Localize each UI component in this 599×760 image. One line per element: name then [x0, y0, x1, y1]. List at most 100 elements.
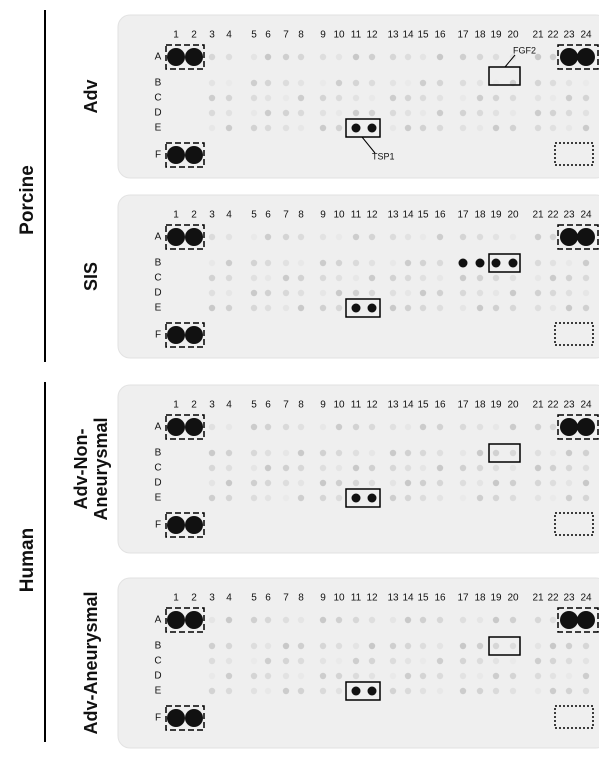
- spot: [420, 450, 426, 456]
- column-number: 20: [507, 400, 519, 411]
- column-number: 8: [298, 400, 304, 411]
- spot: [265, 234, 271, 240]
- column-number: 11: [351, 400, 362, 411]
- spot: [353, 673, 359, 679]
- spot: [226, 450, 232, 456]
- spot: [265, 450, 271, 456]
- spot: [493, 450, 499, 456]
- spot: [226, 290, 232, 296]
- spot: [265, 260, 271, 266]
- spot: [390, 54, 396, 60]
- spot: [460, 495, 466, 501]
- spot: [550, 95, 556, 101]
- spot: [336, 495, 342, 501]
- spot: [298, 643, 304, 649]
- column-number: 5: [251, 593, 257, 604]
- column-number: 5: [251, 400, 257, 411]
- spot: [251, 54, 257, 60]
- spot: [460, 110, 466, 116]
- spot: [283, 110, 289, 116]
- column-number: 23: [563, 400, 575, 411]
- spot: [265, 465, 271, 471]
- spot: [560, 611, 578, 629]
- spot: [493, 495, 499, 501]
- column-number: 10: [333, 400, 345, 411]
- spot: [390, 290, 396, 296]
- spot: [320, 643, 326, 649]
- spot: [405, 305, 411, 311]
- spot: [477, 54, 483, 60]
- spot: [336, 424, 342, 430]
- spot: [510, 465, 516, 471]
- spot: [510, 480, 516, 486]
- column-number: 3: [209, 30, 215, 41]
- spot: [550, 80, 556, 86]
- spot: [460, 305, 466, 311]
- spot: [368, 124, 377, 133]
- spot: [477, 290, 483, 296]
- spot: [437, 424, 443, 430]
- spot: [298, 305, 304, 311]
- spot: [566, 290, 572, 296]
- spot: [369, 450, 375, 456]
- spot: [185, 48, 203, 66]
- spot: [405, 495, 411, 501]
- column-number: 16: [434, 593, 446, 604]
- spot: [577, 611, 595, 629]
- spot: [493, 110, 499, 116]
- spot: [265, 424, 271, 430]
- spot: [460, 234, 466, 240]
- spot: [460, 617, 466, 623]
- column-number: 10: [333, 30, 345, 41]
- spot: [420, 465, 426, 471]
- spot: [226, 260, 232, 266]
- spot: [583, 643, 589, 649]
- spot: [550, 643, 556, 649]
- column-number: 4: [226, 400, 232, 411]
- column-number: 15: [417, 210, 429, 221]
- spot: [283, 424, 289, 430]
- spot: [298, 450, 304, 456]
- spot: [226, 688, 232, 694]
- spot: [353, 424, 359, 430]
- spot: [437, 260, 443, 266]
- spot: [550, 110, 556, 116]
- column-number: 10: [333, 593, 345, 604]
- spot: [209, 110, 215, 116]
- spot: [583, 275, 589, 281]
- spot: [493, 617, 499, 623]
- spot: [265, 688, 271, 694]
- spot: [477, 617, 483, 623]
- spot: [185, 709, 203, 727]
- spot: [390, 95, 396, 101]
- spot: [493, 54, 499, 60]
- spot: [510, 234, 516, 240]
- spot: [510, 673, 516, 679]
- spot: [369, 275, 375, 281]
- column-number: 21: [532, 400, 544, 411]
- spot: [477, 450, 483, 456]
- spot: [283, 275, 289, 281]
- spot: [560, 418, 578, 436]
- spot: [477, 125, 483, 131]
- spot: [209, 643, 215, 649]
- spot: [550, 450, 556, 456]
- row-letter: C: [154, 656, 161, 667]
- spot: [405, 465, 411, 471]
- spot: [583, 673, 589, 679]
- spot: [420, 260, 426, 266]
- spot: [420, 688, 426, 694]
- row-letter: F: [155, 713, 161, 724]
- spot: [226, 480, 232, 486]
- spot: [251, 260, 257, 266]
- spot: [535, 424, 541, 430]
- panel-label: Adv: [81, 79, 101, 113]
- spot: [566, 658, 572, 664]
- spot: [353, 290, 359, 296]
- spot: [577, 418, 595, 436]
- spot: [583, 110, 589, 116]
- spot: [437, 450, 443, 456]
- spot: [437, 617, 443, 623]
- spot: [566, 125, 572, 131]
- spot: [336, 275, 342, 281]
